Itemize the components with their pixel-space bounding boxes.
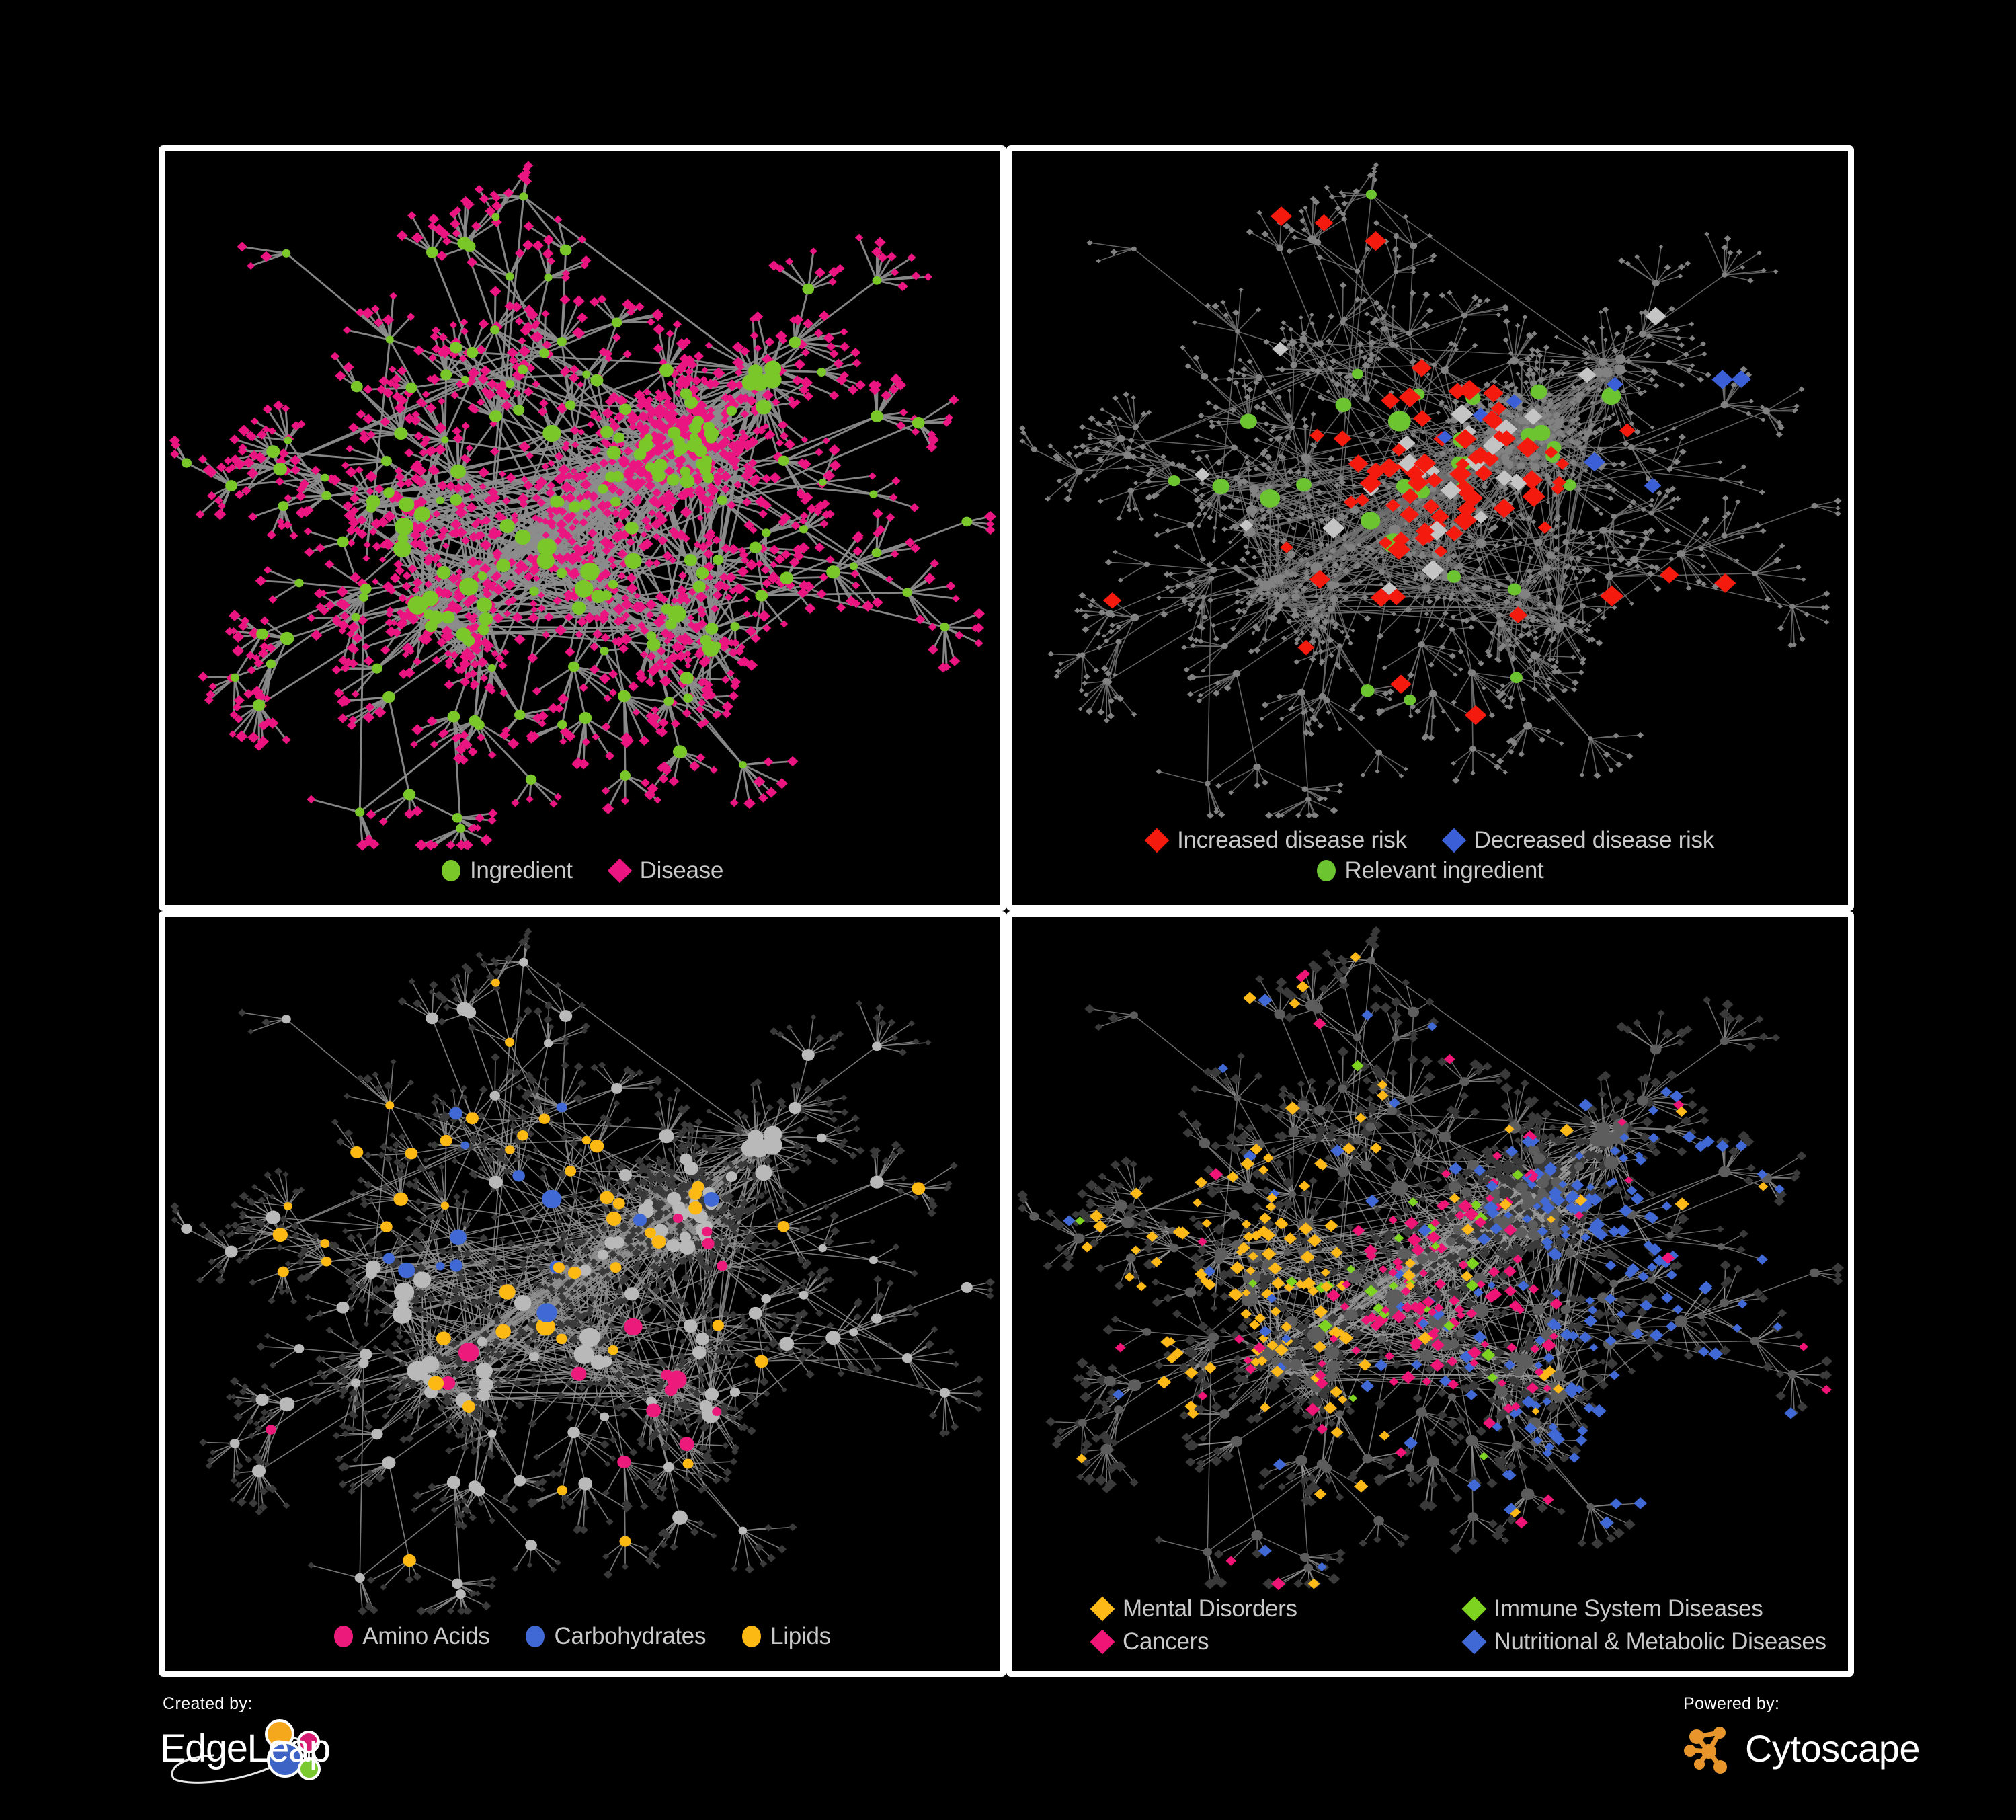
cytoscape-wordmark: Cytoscape bbox=[1745, 1727, 1921, 1770]
diamond-swatch-icon bbox=[1090, 1629, 1115, 1654]
diamond-swatch-icon bbox=[1090, 1596, 1115, 1621]
legend-item-decreased-risk: Decreased disease risk bbox=[1441, 827, 1714, 853]
legend-label: Carbohydrates bbox=[554, 1623, 707, 1649]
created-by-label: Created by: bbox=[163, 1694, 253, 1713]
legend-label: Amino Acids bbox=[362, 1623, 490, 1649]
legend-item-lipids: Lipids bbox=[742, 1624, 831, 1648]
legend-label: Disease bbox=[639, 857, 724, 883]
diamond-swatch-icon bbox=[1441, 828, 1467, 853]
cytoscape-mark: Cytoscape bbox=[1681, 1719, 1963, 1777]
legend-item-cancers: Cancers bbox=[1090, 1628, 1463, 1655]
network-graph-2 bbox=[1018, 162, 1842, 819]
legend-label: Decreased disease risk bbox=[1474, 827, 1714, 853]
diamond-swatch-icon bbox=[1144, 828, 1170, 853]
edgeleap-logo[interactable]: Created by: EdgeLeap bbox=[160, 1694, 389, 1795]
network-canvas-disease-risk[interactable] bbox=[1012, 151, 1848, 824]
network-graph-4 bbox=[1016, 926, 1845, 1591]
network-canvas-disease-class[interactable] bbox=[1012, 917, 1848, 1593]
edgeleap-wordmark: EdgeLeap bbox=[160, 1727, 331, 1770]
legend-item-relevant-ingredient: Relevant ingredient bbox=[1316, 857, 1544, 883]
cytoscape-network-icon bbox=[1684, 1727, 1727, 1774]
circle-swatch-icon bbox=[441, 859, 460, 881]
legend-label: Increased disease risk bbox=[1177, 827, 1407, 853]
legend-disease-class: Mental Disorders Immune System Diseases … bbox=[1012, 1593, 1848, 1671]
edgeleap-graph-icon bbox=[171, 1719, 321, 1784]
legend-label: Ingredient bbox=[469, 857, 573, 883]
legend-item-ingredient: Ingredient bbox=[441, 857, 573, 883]
network-canvas-ingredient-class[interactable] bbox=[165, 917, 1000, 1620]
legend-item-amino-acids: Amino Acids bbox=[334, 1623, 490, 1649]
diamond-swatch-icon bbox=[1461, 1629, 1486, 1654]
legend-label: Cancers bbox=[1123, 1628, 1209, 1655]
diamond-swatch-icon bbox=[1461, 1596, 1486, 1621]
cytoscape-logo[interactable]: Powered by: bbox=[1681, 1694, 1963, 1795]
network-graph-1 bbox=[169, 161, 997, 851]
legend-item-increased-risk: Increased disease risk bbox=[1144, 827, 1407, 853]
circle-swatch-icon bbox=[1316, 859, 1336, 881]
circle-swatch-icon bbox=[526, 1625, 545, 1647]
network-canvas-ingredient-disease[interactable] bbox=[165, 151, 1000, 855]
legend-ingredient-class: Amino Acids Carbohydrates Lipids bbox=[165, 1620, 1000, 1671]
legend-item-immune-system-diseases: Immune System Diseases bbox=[1461, 1595, 1835, 1622]
legend-item-disease: Disease bbox=[607, 857, 724, 883]
legend-ingredient-disease: Ingredient Disease bbox=[165, 855, 1000, 905]
footer-branding: Created by: EdgeLeap P bbox=[0, 1677, 2016, 1820]
legend-item-mental-disorders: Mental Disorders bbox=[1090, 1595, 1463, 1622]
legend-disease-risk: Increased disease risk Decreased disease… bbox=[1012, 824, 1848, 905]
powered-by-label: Powered by: bbox=[1683, 1694, 1780, 1713]
panel-ingredient-disease[interactable]: Ingredient Disease bbox=[159, 145, 1006, 911]
panel-ingredient-class[interactable]: Amino Acids Carbohydrates Lipids bbox=[159, 911, 1006, 1677]
edgeleap-mark: EdgeLeap bbox=[160, 1716, 389, 1790]
legend-label: Immune System Diseases bbox=[1494, 1595, 1763, 1622]
legend-label: Relevant ingredient bbox=[1344, 857, 1544, 883]
panel-disease-risk[interactable]: Increased disease risk Decreased disease… bbox=[1006, 145, 1854, 911]
legend-label: Mental Disorders bbox=[1123, 1595, 1297, 1622]
diamond-swatch-icon bbox=[607, 858, 633, 883]
legend-item-carbohydrates: Carbohydrates bbox=[526, 1624, 706, 1648]
panel-grid: Ingredient Disease Increased disease ris… bbox=[159, 145, 1854, 1677]
legend-label: Lipids bbox=[770, 1623, 831, 1649]
panel-disease-class[interactable]: Mental Disorders Immune System Diseases … bbox=[1006, 911, 1854, 1677]
circle-swatch-icon bbox=[334, 1625, 354, 1647]
legend-label: Nutritional & Metabolic Diseases bbox=[1494, 1628, 1827, 1655]
network-graph-3 bbox=[170, 928, 995, 1616]
legend-item-metabolic-diseases: Nutritional & Metabolic Diseases bbox=[1461, 1628, 1835, 1655]
circle-swatch-icon bbox=[742, 1625, 762, 1647]
